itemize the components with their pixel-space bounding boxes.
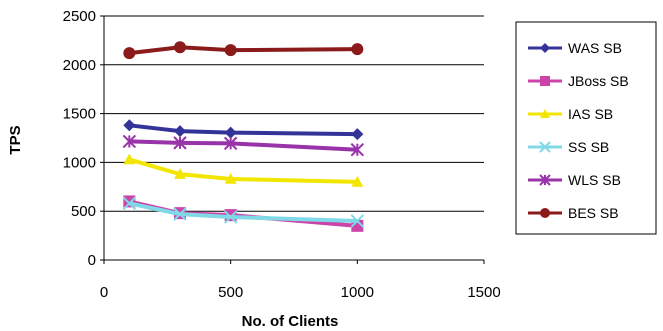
x-tick-label: 500 [218,284,243,301]
series-line [128,201,358,223]
data-point [122,134,137,149]
legend-item: WAS SB [528,40,622,56]
data-point [123,119,136,132]
y-tick-labels: 0 500 1000 1500 2000 2500 [63,8,96,269]
series-wls-sb [122,134,365,157]
data-point [174,168,186,179]
data-point [351,43,364,56]
data-point [351,175,364,187]
data-point [540,109,550,118]
data-point [224,126,237,139]
data-point [224,172,237,184]
legend-label: BES SB [568,205,619,221]
series-lines [122,41,365,232]
data-point [540,208,550,218]
data-point [223,136,238,151]
x-tick-label: 1500 [467,284,500,301]
gridlines [104,15,484,261]
data-point [123,153,136,165]
data-point [351,128,364,141]
data-point [123,47,136,60]
x-axis-label: No. of Clients [242,313,339,330]
x-tick-labels: 0 500 1000 1500 [100,284,501,301]
legend-label: WLS SB [568,172,621,188]
x-tick-label: 0 [100,284,108,301]
legend-item: JBoss SB [528,73,629,89]
y-tick-label: 1500 [63,106,96,123]
data-point [540,76,550,86]
y-tick-label: 2500 [63,8,96,25]
series-bes-sb [123,41,364,60]
y-tick-label: 2000 [63,57,96,74]
series-line [128,199,358,228]
legend-box [515,21,657,235]
y-tick-label: 0 [88,252,96,269]
data-point [122,196,137,211]
series-ss-sb [122,196,365,228]
series-line [129,139,358,152]
y-tick-label: 500 [71,203,96,220]
data-point [539,141,551,153]
data-point [540,43,550,53]
data-point [224,44,237,57]
legend-label: JBoss SB [568,73,629,89]
legend-item: WLS SB [528,172,621,188]
data-point [223,210,238,224]
y-tick-label: 1000 [63,154,96,171]
legend: WAS SB JBoss SB IAS SB SS SB WLS SB BES SB [515,21,657,235]
series-ias-sb [123,153,364,187]
data-point [173,136,187,150]
series-was-sb [123,119,364,141]
series-line [129,123,358,137]
data-point [174,41,186,54]
y-axis-label: TPS [7,125,24,154]
legend-item: SS SB [528,139,609,155]
series-line [129,45,358,56]
legend-label: IAS SB [568,106,613,122]
legend-label: WAS SB [568,40,622,56]
data-point [350,143,365,157]
series-jboss-sb [123,195,364,232]
legend-item: IAS SB [528,106,613,122]
legend-label: SS SB [568,139,609,155]
data-point [539,174,551,186]
series-line [128,157,358,184]
legend-item: BES SB [528,205,619,221]
data-point [173,207,187,221]
x-tick-label: 1000 [341,284,374,301]
axes [100,15,485,264]
data-point [174,125,186,138]
data-point [350,214,365,228]
